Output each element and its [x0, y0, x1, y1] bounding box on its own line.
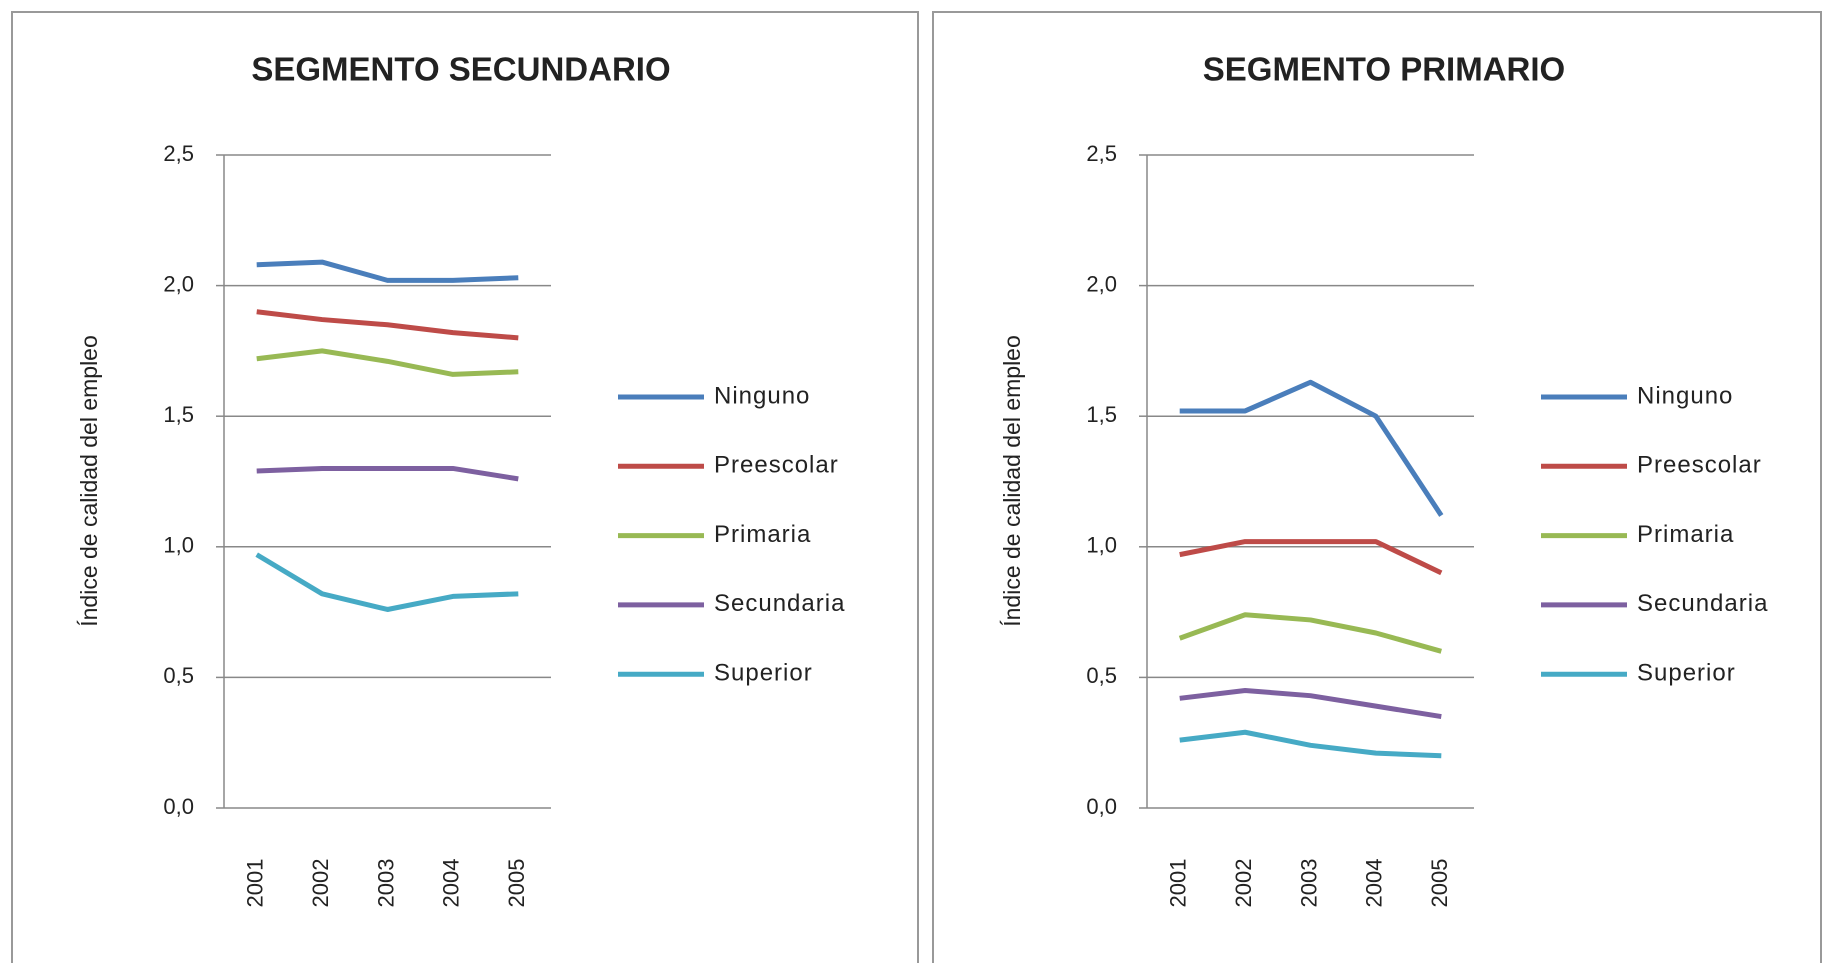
- x-tick-label: 2001: [243, 859, 268, 908]
- y-tick-label: 2,0: [1086, 271, 1117, 296]
- series-line: [1178, 612, 1442, 654]
- legend-label: Primaria: [714, 521, 811, 548]
- series-line: [1179, 379, 1444, 517]
- series-line: [1179, 729, 1442, 759]
- legend-label: Preescolar: [714, 452, 839, 479]
- y-tick-label: 1,0: [1086, 533, 1117, 558]
- y-tick-label: 1,5: [1086, 402, 1117, 427]
- series-line: [256, 309, 519, 341]
- chart: SEGMENTO PRIMARIO Índice de calidad del e…: [999, 51, 1768, 908]
- x-tick-label: 2004: [439, 859, 464, 908]
- chart-title: SEGMENTO SECUNDARIO: [251, 51, 670, 88]
- y-axis-label: Índice de calidad del empleo: [76, 335, 102, 627]
- series-line: [256, 465, 519, 482]
- legend-label: Superior: [714, 660, 813, 687]
- x-tick-label: 2001: [1166, 859, 1191, 908]
- series-line: [255, 552, 519, 612]
- y-tick-label: 0,5: [1086, 663, 1117, 688]
- y-tick-label: 2,5: [1086, 141, 1117, 166]
- x-tick-label: 2002: [308, 859, 333, 908]
- chart: SEGMENTO SECUNDARIO Índice de calidad del…: [76, 51, 845, 908]
- y-tick-label: 0,0: [163, 794, 194, 819]
- x-tick-label: 2003: [373, 859, 398, 908]
- legend-label: Preescolar: [1637, 452, 1762, 479]
- x-tick-label: 2005: [504, 859, 529, 908]
- series-line: [256, 259, 519, 283]
- x-tick-label: 2002: [1231, 859, 1256, 908]
- legend-label: Secundaria: [714, 590, 845, 617]
- panel-border: [11, 11, 919, 963]
- series-line: [1179, 539, 1443, 576]
- chart-title: SEGMENTO PRIMARIO: [1203, 51, 1565, 88]
- legend-label: Primaria: [1637, 521, 1734, 548]
- series-line: [1179, 687, 1442, 720]
- legend-label: Ninguno: [1637, 382, 1733, 409]
- y-tick-label: 1,0: [163, 533, 194, 558]
- y-tick-label: 2,5: [163, 141, 194, 166]
- x-tick-label: 2003: [1296, 859, 1321, 908]
- legend-label: Superior: [1637, 660, 1736, 687]
- y-tick-label: 2,0: [163, 271, 194, 296]
- x-tick-label: 2004: [1362, 859, 1387, 908]
- legend-label: Ninguno: [714, 382, 810, 409]
- y-tick-label: 1,5: [163, 402, 194, 427]
- panel-border: [932, 11, 1822, 963]
- y-tick-label: 0,5: [163, 663, 194, 688]
- legend-label: Secundaria: [1637, 590, 1768, 617]
- x-tick-label: 2005: [1427, 859, 1452, 908]
- y-tick-label: 0,0: [1086, 794, 1117, 819]
- y-axis-label: Índice de calidad del empleo: [999, 335, 1025, 627]
- series-line: [256, 348, 519, 377]
